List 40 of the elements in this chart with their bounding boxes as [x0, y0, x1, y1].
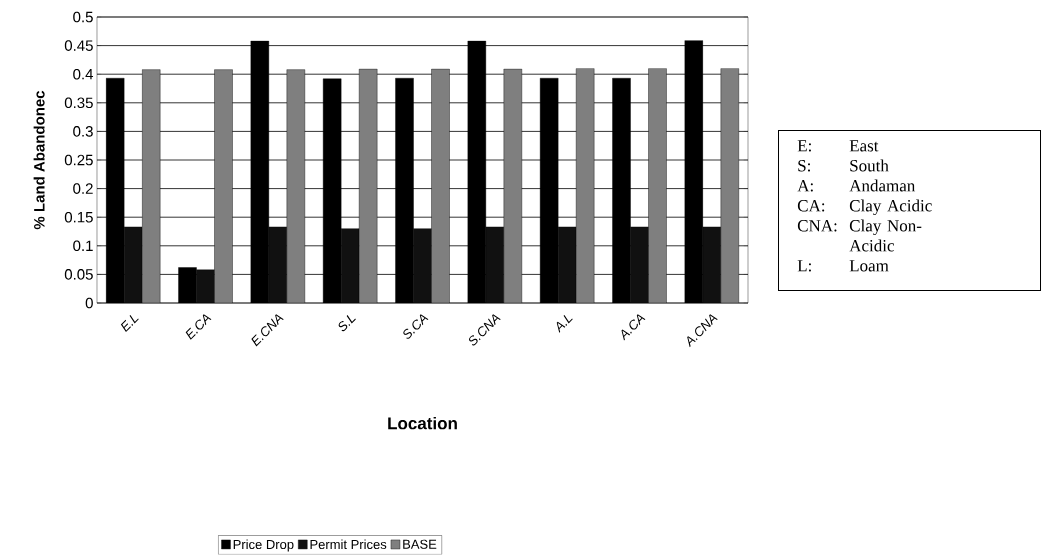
- bar: [702, 226, 722, 304]
- text: L:: [797, 260, 811, 272]
- y-tick-label: 0.2: [73, 183, 93, 195]
- text: S:: [798, 160, 810, 172]
- y-tick-label: 0.45: [64, 40, 93, 52]
- bar: [268, 226, 288, 304]
- text: East: [849, 140, 879, 152]
- y-axis-title: % Land Abandonec: [33, 91, 45, 230]
- text: E:: [797, 140, 811, 152]
- y-tick-label: 0.15: [64, 212, 93, 223]
- y-tick-label: 0: [85, 297, 93, 309]
- text: Clay Acidic: [849, 199, 932, 216]
- y-tick-label: 0.4: [73, 69, 94, 80]
- text: CA:: [797, 200, 825, 212]
- bar: [557, 226, 577, 304]
- legend-label: Permit Prices: [310, 539, 387, 550]
- text: A:: [797, 180, 813, 192]
- y-tick-label: 0.35: [64, 97, 93, 109]
- text: Andaman: [849, 179, 916, 192]
- bar: [340, 228, 360, 304]
- bar: [413, 228, 432, 304]
- bar: [630, 226, 649, 304]
- legend-label: BASE: [403, 539, 437, 550]
- y-tick-label: 0.25: [64, 154, 93, 166]
- x-axis-title: Location: [388, 417, 457, 430]
- y-tick-label: 0.05: [64, 269, 93, 280]
- y-tick-label: 0.3: [73, 126, 93, 137]
- text: South: [850, 159, 889, 172]
- text: Clay Non-Acidic: [849, 219, 922, 252]
- y-tick-label: 0.5: [73, 11, 93, 23]
- bar: [123, 226, 143, 304]
- x-tick-label: E.L: [120, 315, 139, 333]
- y-tick-label: 0.1: [73, 240, 93, 252]
- bar: [196, 269, 215, 304]
- legend-label: Price Drop: [233, 539, 294, 552]
- x-tick-label: A.L: [556, 315, 573, 334]
- text: Loam: [849, 260, 889, 272]
- x-tick-label: S.L: [338, 315, 356, 332]
- text: CNA:: [797, 220, 837, 232]
- bar: [485, 226, 505, 304]
